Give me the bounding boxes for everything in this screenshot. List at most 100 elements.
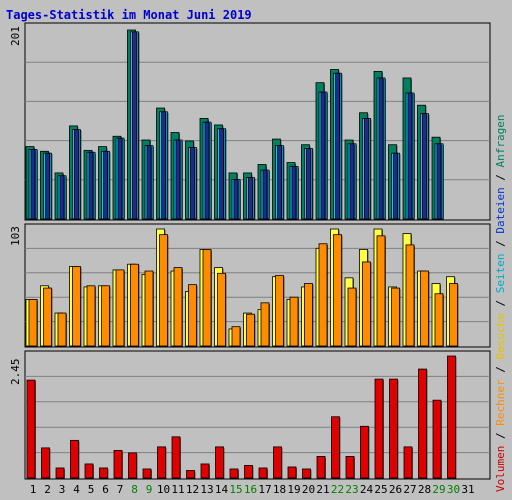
- legend-part: Besuche: [494, 313, 507, 359]
- day-label: 29: [432, 483, 445, 496]
- bar-rechner: [202, 249, 212, 347]
- bar-seiten: [407, 92, 413, 220]
- bar-volumen: [316, 456, 326, 479]
- day-axis-labels: 1 2 3 4 5 6 7 8 9 10 11 12 13 14 15 16 17 18 19 20 21 22 23 24 2…: [30, 483, 475, 496]
- day-label: 12: [186, 483, 199, 496]
- legend-part: Dateien: [494, 187, 507, 233]
- bar-rechner: [420, 270, 429, 347]
- day-label: 21: [316, 483, 329, 496]
- middle-panel-frame: [24, 223, 491, 348]
- bar-rechner: [72, 266, 81, 347]
- day-label: 9: [146, 483, 153, 496]
- bar-rechner: [405, 244, 415, 347]
- series-legend-vertical: Volumen / Rechner / Besuche / Seiten / D…: [494, 114, 507, 492]
- bar-volumen: [287, 466, 297, 479]
- bar-volumen: [200, 463, 210, 479]
- bar-rechner: [173, 267, 183, 347]
- bar-volumen: [26, 379, 36, 479]
- bar-seiten: [190, 147, 195, 220]
- top-panel-bars: [25, 29, 444, 221]
- day-label: 5: [88, 483, 95, 496]
- legend-part: Rechner: [494, 379, 507, 426]
- bar-seiten: [335, 72, 340, 220]
- bar-volumen: [84, 463, 94, 479]
- middle-panel-bars: [25, 228, 459, 347]
- legend-part: Volumen: [494, 446, 507, 492]
- day-label: 4: [73, 483, 80, 496]
- bar-rechner: [434, 293, 444, 347]
- day-label: 1: [30, 483, 37, 496]
- day-label: 16: [244, 483, 257, 496]
- day-label: 11: [171, 483, 184, 496]
- bar-volumen: [113, 449, 123, 479]
- bar-seiten: [117, 137, 123, 220]
- day-label: 22: [331, 483, 344, 496]
- bar-seiten: [393, 152, 398, 220]
- bar-volumen: [128, 452, 137, 479]
- bar-rechner: [333, 234, 342, 347]
- day-label: 23: [345, 483, 358, 496]
- bar-seiten: [364, 117, 369, 220]
- bar-volumen: [157, 446, 166, 479]
- bar-rechner: [115, 269, 125, 347]
- bar-rechner: [347, 287, 357, 347]
- bar-seiten: [45, 152, 50, 220]
- day-label: 30: [447, 483, 460, 496]
- day-label: 27: [403, 483, 416, 496]
- bar-seiten: [306, 148, 311, 220]
- legend-part: Seiten: [494, 254, 507, 294]
- day-label: 25: [374, 483, 387, 496]
- bar-volumen: [403, 446, 413, 479]
- bar-seiten: [146, 145, 152, 220]
- legend-part: /: [494, 426, 507, 446]
- bar-rechner: [188, 284, 197, 347]
- bar-rechner: [376, 235, 386, 347]
- bar-volumen: [360, 425, 369, 479]
- bar-seiten: [291, 165, 297, 220]
- day-label: 10: [157, 483, 170, 496]
- day-label: 2: [44, 483, 51, 496]
- legend-part: /: [494, 167, 507, 187]
- day-label: 26: [389, 483, 402, 496]
- bar-volumen: [345, 456, 355, 479]
- day-label: 18: [273, 483, 286, 496]
- bar-volumen: [215, 446, 224, 479]
- bar-volumen: [41, 447, 50, 479]
- legend-part: /: [494, 360, 507, 380]
- bar-volumen: [331, 416, 340, 479]
- bar-rechner: [101, 285, 110, 347]
- bar-rechner: [130, 263, 139, 347]
- day-label: 14: [215, 483, 229, 496]
- bar-volumen: [418, 368, 427, 479]
- day-label: 31: [461, 483, 474, 496]
- legend-part: Anfragen: [494, 114, 507, 167]
- bar-seiten: [219, 128, 224, 220]
- bar-volumen: [432, 399, 442, 479]
- bar-rechner: [260, 302, 270, 347]
- legend-part: /: [494, 293, 507, 313]
- bar-volumen: [374, 378, 384, 479]
- legend-part: /: [494, 234, 507, 254]
- bar-seiten: [422, 113, 427, 220]
- bar-volumen: [229, 468, 239, 479]
- bottom-panel-frame: [24, 350, 491, 480]
- bar-seiten: [103, 150, 108, 220]
- bar-volumen: [171, 436, 181, 479]
- bar-rechner: [43, 287, 52, 347]
- bottom-panel: 2.45: [9, 350, 491, 480]
- bar-volumen: [55, 467, 65, 479]
- bar-volumen: [302, 468, 311, 479]
- bar-volumen: [389, 378, 398, 479]
- middle-panel-ymax-label: 103: [9, 226, 22, 246]
- bar-rechner: [86, 285, 96, 347]
- bar-seiten: [262, 169, 268, 220]
- day-label: 6: [102, 483, 109, 496]
- bar-rechner: [304, 283, 313, 347]
- day-label: 28: [418, 483, 431, 496]
- chart-title: Tages-Statistik im Monat Juni 2019: [6, 8, 252, 22]
- bar-volumen: [70, 439, 79, 479]
- bar-seiten: [204, 121, 210, 220]
- bar-volumen: [142, 468, 152, 479]
- bar-volumen: [258, 467, 268, 479]
